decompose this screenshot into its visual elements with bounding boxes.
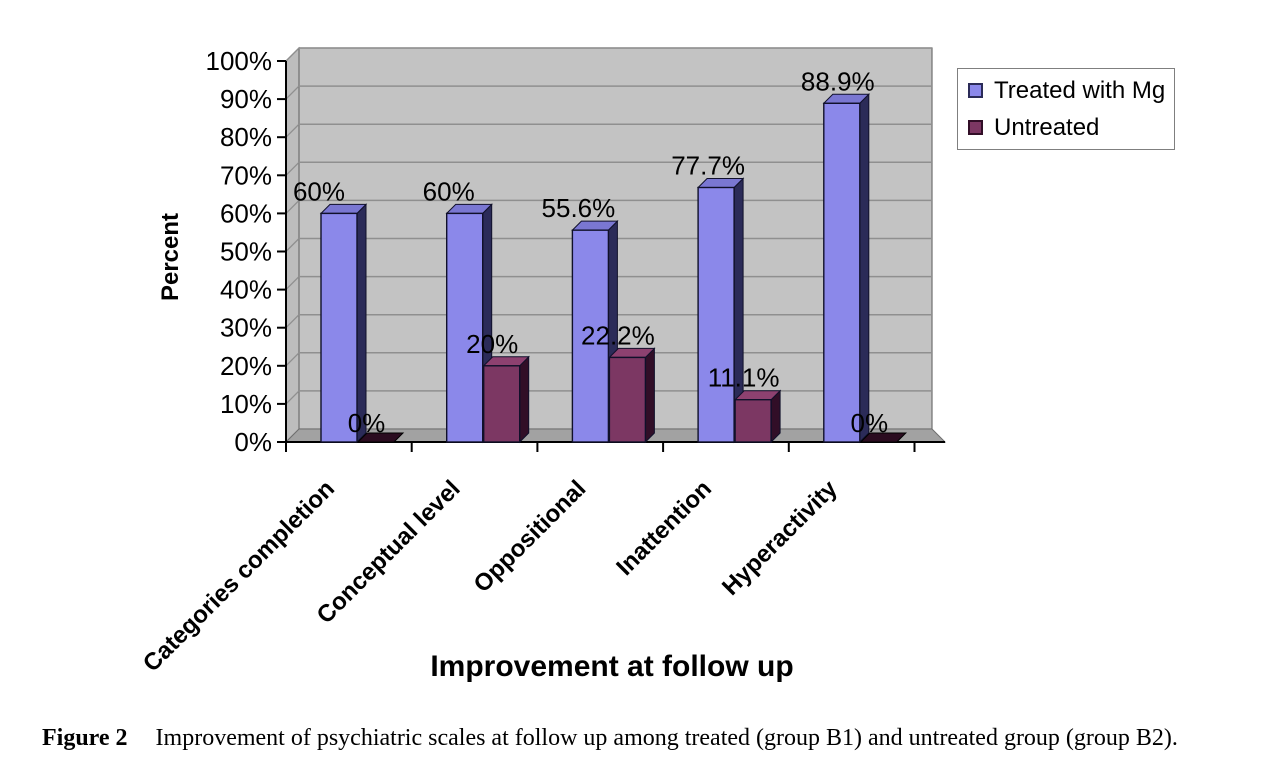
- y-axis-tick-label: 100%: [206, 46, 273, 76]
- data-label-untreated: 22.2%: [581, 320, 655, 350]
- category-label: Inattention: [611, 475, 717, 581]
- y-axis-tick-label: 60%: [220, 198, 272, 228]
- y-axis-tick-label: 70%: [220, 160, 272, 190]
- chart-legend: Treated with Mg Untreated: [957, 68, 1175, 150]
- bar-untreated-1-side: [519, 355, 530, 444]
- x-axis-title: Improvement at follow up: [430, 650, 794, 683]
- gridline-sidewall: [285, 238, 300, 252]
- y-axis-tick-label: 0%: [234, 427, 272, 457]
- data-label-treated: 88.9%: [801, 66, 875, 96]
- gridline-sidewall: [285, 390, 300, 405]
- gridline-sidewall: [285, 161, 300, 176]
- gridline-sidewall: [285, 314, 300, 329]
- y-axis-tick-label: 20%: [220, 351, 272, 381]
- data-label-treated: 77.7%: [671, 150, 745, 180]
- y-axis-tick-label: 90%: [220, 84, 272, 114]
- figure-caption-label: Figure 2: [42, 725, 128, 751]
- legend-label-0: Treated with Mg: [994, 76, 1166, 104]
- bar-treated-3-front: [697, 186, 735, 443]
- category-label: Categories completion: [138, 475, 340, 677]
- legend-entry-0: Treated with Mg: [968, 77, 1174, 105]
- gridline-sidewall: [285, 199, 300, 214]
- gridline-sidewall: [285, 123, 300, 138]
- y-axis-tick-label: 50%: [220, 237, 272, 267]
- legend-swatch-1: [968, 120, 983, 135]
- legend-entry-1: Untreated: [968, 114, 1174, 142]
- category-label: Hyperactivity: [717, 475, 843, 601]
- figure-caption-text: Improvement of psychiatric scales at fol…: [155, 725, 1178, 751]
- data-label-treated: 60%: [423, 176, 475, 206]
- category-label: Oppositional: [469, 475, 592, 598]
- y-axis-title: Percent: [157, 212, 184, 302]
- data-label-untreated: 0%: [851, 408, 889, 438]
- bar-untreated-2-side: [644, 347, 655, 444]
- y-axis-tick-label: 40%: [220, 275, 272, 305]
- data-label-treated: 60%: [293, 176, 345, 206]
- legend-swatch-0: [968, 83, 983, 98]
- bar-treated-4-front: [823, 102, 861, 443]
- bar-untreated-4-flat: [859, 432, 908, 443]
- y-axis-tick-label: 80%: [220, 122, 272, 152]
- data-label-untreated: 11.1%: [708, 363, 780, 393]
- gridline-sidewall: [285, 85, 300, 100]
- gridline-sidewall: [285, 276, 300, 291]
- bar-treated-4-side: [859, 93, 870, 444]
- bar-treated-0-side: [356, 203, 367, 444]
- bar-treated-2-front: [571, 229, 610, 443]
- bar-untreated-1-front: [483, 365, 521, 443]
- bar-treated-1-front: [446, 212, 484, 443]
- y-axis-tick-label: 30%: [220, 313, 272, 343]
- gridline-sidewall: [285, 352, 300, 367]
- bar-untreated-2-front: [608, 356, 647, 443]
- gridline-sidewall: [285, 47, 300, 62]
- data-label-treated: 55.6%: [542, 193, 616, 223]
- y-axis-tick-label: 10%: [220, 389, 272, 419]
- bar-treated-0-front: [320, 212, 358, 443]
- bar-untreated-0-flat: [356, 432, 405, 443]
- data-label-untreated: 0%: [348, 408, 386, 438]
- bar-untreated-3-front: [734, 399, 772, 443]
- legend-label-1: Untreated: [994, 113, 1100, 141]
- bar-chart-3d: 0% 10% 20% 30% 40% 50% 60% 70% 80% 90% 100% 60% 0% 60…: [138, 46, 947, 677]
- figure-caption: Figure 2 Improvement of psychiatric scale…: [42, 725, 1257, 752]
- data-label-untreated: 20%: [466, 329, 518, 359]
